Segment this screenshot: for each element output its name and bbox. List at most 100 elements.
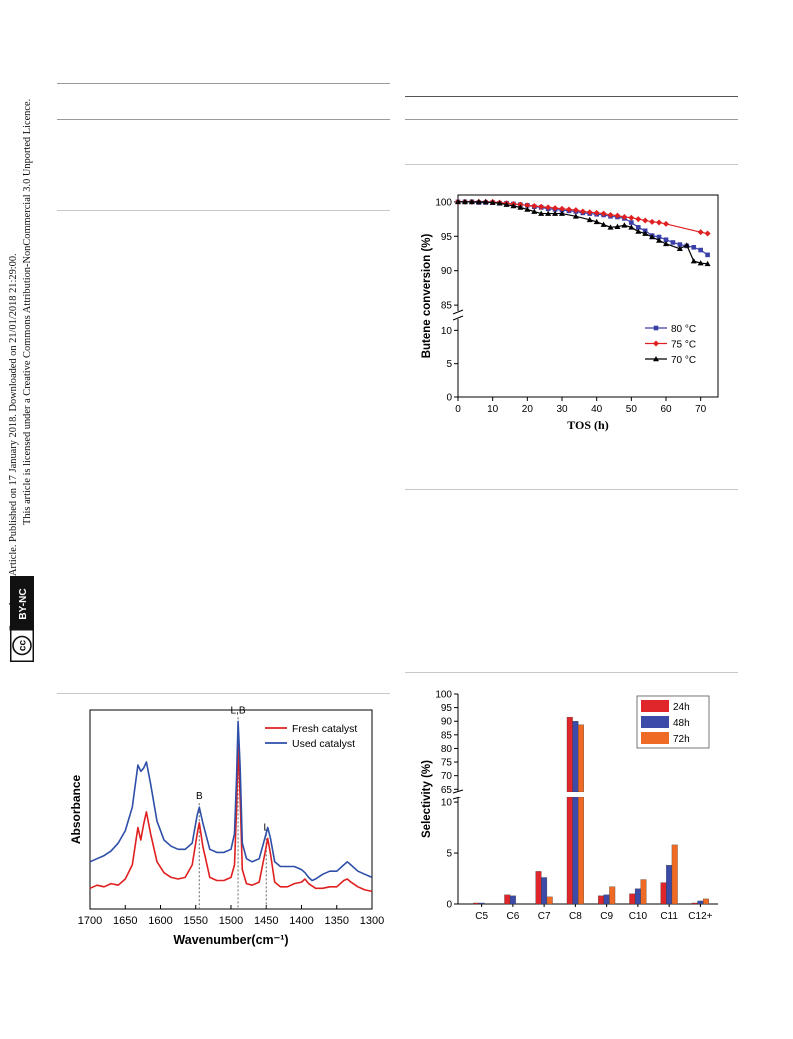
legend-label: Used catalyst — [292, 738, 355, 750]
table-header-rule — [405, 119, 738, 120]
x-tick-label: 1350 — [325, 915, 349, 927]
cc-license-badge[interactable]: cc BY-NC — [10, 576, 34, 662]
figure-rule — [405, 164, 738, 165]
x-tick-label: 50 — [626, 404, 638, 415]
bar — [603, 894, 610, 905]
data-point — [461, 198, 468, 205]
bar — [546, 896, 553, 905]
data-point — [656, 219, 663, 226]
data-point — [629, 220, 634, 225]
data-point — [455, 198, 461, 205]
bar — [598, 895, 604, 905]
y-tick-label: 90 — [441, 266, 453, 277]
bar — [504, 894, 511, 905]
legend-label: 75 °C — [671, 340, 696, 351]
data-point — [656, 237, 663, 243]
y-tick-label: 75 — [441, 758, 453, 769]
data-point — [586, 209, 593, 216]
x-tick-label: 1550 — [184, 915, 208, 927]
x-tick-label: 1650 — [113, 915, 137, 927]
axis-break-gap — [454, 791, 462, 798]
data-point — [559, 210, 565, 216]
badge-label: BY-NC — [18, 588, 29, 619]
bar — [629, 893, 636, 905]
data-point — [531, 208, 538, 214]
x-tick-label: 1700 — [78, 915, 102, 927]
y-tick-label: 80 — [441, 744, 453, 755]
license-notice: Open Access Article. Published on 17 Jan… — [0, 0, 60, 670]
bar — [660, 882, 667, 905]
x-tick-label: 70 — [695, 404, 707, 415]
data-point — [552, 205, 559, 212]
data-point — [628, 224, 635, 230]
data-point — [489, 199, 496, 205]
butene-conversion-chart: 85 90 95 100 0 5 10 0 10 20 30 40 50 60 70 TOS (h) Buten… — [405, 185, 740, 440]
data-point — [649, 233, 656, 240]
data-point — [593, 218, 600, 225]
legend-swatch — [641, 700, 669, 712]
data-point — [635, 228, 642, 234]
series-line — [89, 720, 373, 882]
figure-rule — [57, 210, 390, 211]
data-point — [670, 240, 676, 245]
table-header-rule — [57, 119, 390, 120]
bar — [634, 888, 641, 905]
selectivity-chart: 65 70 75 80 85 90 95 100 0 5 10 Selectivity (%) C5 C6… — [405, 680, 740, 950]
data-point — [552, 210, 559, 216]
data-point — [545, 204, 552, 211]
y-tick-label: 65 — [441, 785, 453, 796]
data-point — [475, 198, 482, 205]
data-point — [545, 210, 552, 216]
bar — [691, 902, 698, 905]
x-tick-label: 1450 — [254, 915, 278, 927]
data-point — [704, 230, 711, 237]
bar — [473, 902, 479, 905]
x-tick-label: 1400 — [289, 915, 313, 927]
series-0: 80 °C — [455, 199, 710, 335]
table-top-rule — [57, 83, 390, 84]
legend-marker — [653, 356, 659, 362]
bar — [609, 886, 616, 905]
data-point — [663, 220, 669, 227]
data-point — [621, 214, 628, 221]
table-top-rule — [405, 96, 738, 97]
x-tick-label: 1300 — [360, 915, 384, 927]
data-point — [600, 221, 607, 227]
x-tick-label: C7 — [538, 911, 551, 922]
data-point — [531, 203, 538, 210]
bar-break-gap — [459, 792, 719, 797]
x-tick-label: C8 — [569, 911, 582, 922]
data-point — [691, 245, 697, 250]
axis-break-mark — [452, 315, 464, 321]
data-point — [704, 260, 711, 267]
bar — [535, 871, 542, 905]
y-tick-label: 10 — [441, 798, 453, 809]
legend-label: 70 °C — [671, 355, 696, 366]
y-tick-label: 95 — [441, 232, 453, 243]
data-point — [697, 229, 704, 236]
x-tick-label: C5 — [475, 911, 488, 922]
legend-swatch — [641, 716, 669, 728]
license-notice-line1: Open Access Article. Published on 17 Jan… — [8, 253, 19, 632]
data-point — [683, 242, 690, 248]
x-axis-label: Wavenumber(cm⁻¹) — [173, 933, 288, 947]
y-tick-label: 10 — [441, 326, 453, 337]
data-point — [628, 214, 635, 221]
data-point — [663, 237, 669, 243]
y-tick-label: 0 — [446, 393, 452, 404]
bar — [509, 895, 516, 905]
figure-rule — [405, 672, 738, 673]
x-tick-label: 1600 — [148, 915, 172, 927]
data-point — [705, 252, 710, 258]
bar — [578, 724, 584, 793]
legend-label: 48h — [673, 718, 690, 729]
bar — [572, 796, 579, 905]
data-point — [496, 200, 503, 206]
x-tick-label: 10 — [487, 404, 499, 415]
x-tick-label: C12+ — [688, 911, 712, 922]
y-tick-label: 90 — [441, 717, 453, 728]
data-point — [503, 201, 510, 207]
bar — [703, 898, 709, 905]
license-notice-line2[interactable]: This article is licensed under a Creativ… — [22, 99, 33, 525]
bar — [578, 796, 584, 905]
